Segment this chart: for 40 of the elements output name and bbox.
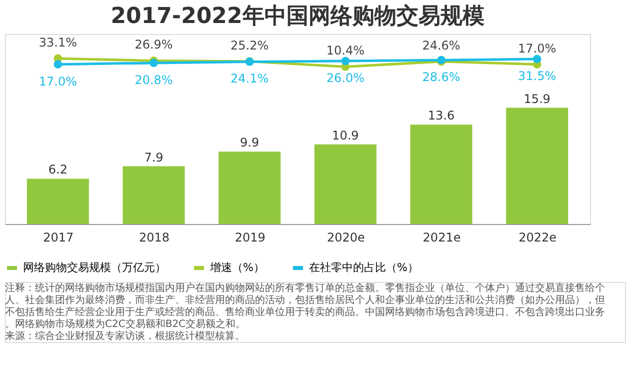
bar bbox=[506, 108, 568, 224]
x-tick-label: 2019 bbox=[234, 230, 266, 244]
data-label: 9.9 bbox=[240, 136, 260, 150]
chart-title: 2017-2022年中国网络购物交易规模 bbox=[110, 3, 484, 29]
data-label: 26.0% bbox=[326, 71, 364, 86]
data-label: 24.6% bbox=[422, 38, 460, 53]
data-label: 25.2% bbox=[230, 38, 269, 52]
data-label: 31.5% bbox=[518, 69, 556, 84]
bar bbox=[314, 144, 376, 224]
point bbox=[341, 56, 350, 66]
data-label: 15.9 bbox=[524, 92, 550, 106]
point bbox=[532, 54, 542, 64]
legend-label: 增速（%） bbox=[209, 261, 264, 274]
bar bbox=[410, 124, 472, 224]
data-label: 20.8% bbox=[134, 72, 173, 87]
bar bbox=[122, 166, 185, 224]
bar bbox=[26, 178, 89, 224]
data-label: 6.2 bbox=[48, 162, 68, 177]
legend-label: 网络购物交易规模（万亿元） bbox=[23, 261, 166, 274]
x-tick-label: 2021e bbox=[422, 230, 461, 244]
data-label: 10.9 bbox=[332, 128, 359, 142]
x-tick-label: 2017 bbox=[43, 230, 74, 244]
bar bbox=[218, 152, 281, 224]
text: 注释：统计的网络购物市场规模指国内用户在国内购物网站的所有零售订单的总金额。零售指企业（单位、个体户）通过交易直接售给个人、社会集团作为最终消费，而非生产、非经营用的商品的活动，包括售给居民个人和企事业单位的生活和公共消费（如办公用品），但不包括售给生产经营企业用于生产或经营的商品、售给商业单位用于转卖的商品。中国网络购物市场包含跨境进口、不包含跨境出口业务。网络购物市场规模为C2C交易额和B2C交易额之和。 bbox=[5, 282, 605, 330]
data-label: 17.0% bbox=[518, 41, 556, 56]
legend-label: 在社零中的占比（%） bbox=[309, 261, 418, 274]
data-label: 7.9 bbox=[144, 150, 164, 164]
data-label: 13.6 bbox=[428, 108, 455, 123]
data-label: 28.6% bbox=[422, 70, 460, 84]
point bbox=[150, 58, 158, 68]
data-label: 24.1% bbox=[230, 72, 269, 86]
data-label: 10.4% bbox=[326, 44, 364, 58]
source-note: 来源：综合企业财报及专家访谈，根据统计模型核算。 bbox=[5, 330, 245, 342]
x-tick-label: 2020e bbox=[326, 230, 365, 244]
data-label: 17.0% bbox=[38, 74, 77, 88]
point bbox=[54, 60, 62, 68]
x-tick-label: 2022e bbox=[518, 230, 557, 244]
data-label: 26.9% bbox=[134, 38, 173, 52]
data-label: 33.1% bbox=[38, 35, 77, 50]
x-tick-label: 2018 bbox=[138, 230, 170, 244]
